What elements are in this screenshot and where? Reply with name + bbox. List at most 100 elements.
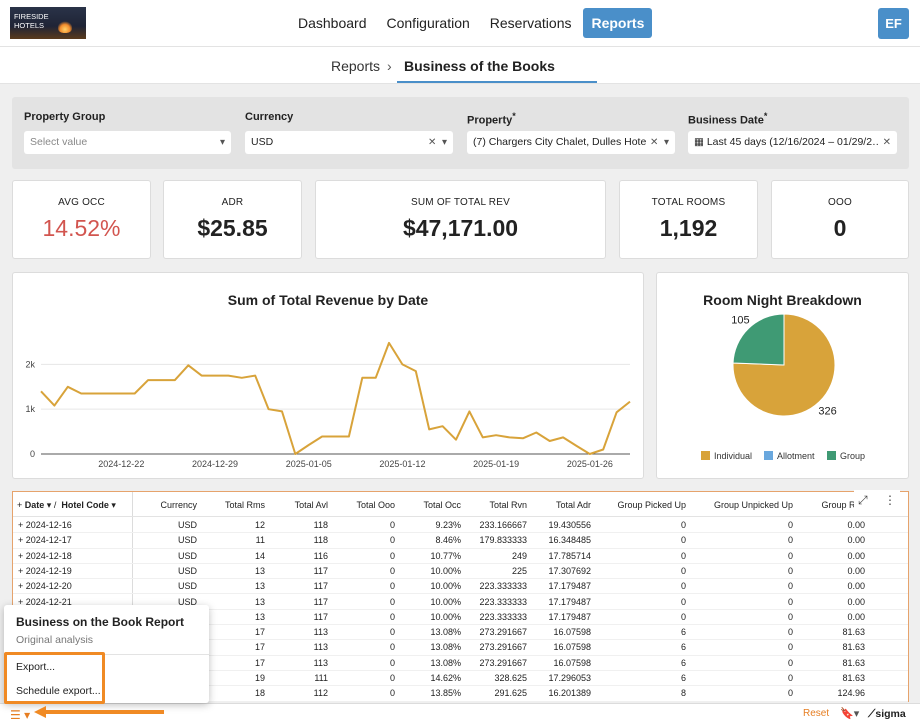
table-cell: 0.00 <box>847 596 865 607</box>
row-date-cell[interactable]: + 2024-12-18 <box>18 550 72 561</box>
column-header[interactable]: Currency <box>160 500 197 510</box>
row-date-cell[interactable]: + 2024-12-17 <box>18 535 72 546</box>
hamburger-menu-icon[interactable]: ☰ ▾ <box>10 708 31 722</box>
column-header[interactable]: Total Avl <box>294 500 328 510</box>
table-row[interactable]: 19 111 0 14.62% 328.625 17.296053 6 0 81.63 <box>13 671 908 687</box>
nav-tab-reservations[interactable]: Reservations <box>489 15 572 31</box>
table-cell: 0 <box>787 688 793 699</box>
table-cell: 16.07598 <box>553 627 591 638</box>
table-cell: USD <box>177 565 197 576</box>
table-cell: 19 <box>254 673 265 683</box>
table-row[interactable]: + 2024-12-17 USD 11 118 0 8.46% 179.833333 16.3… <box>13 533 908 549</box>
business-date-picker[interactable]: ▦ Last 45 days (12/16/2024 – 01/29/2… ✕ <box>688 131 897 154</box>
table-cell: 9.23% <box>435 520 461 530</box>
table-cell: 0.00 <box>847 520 865 530</box>
menu-item-schedule-export[interactable]: Schedule export... <box>16 685 101 697</box>
column-header[interactable]: Group Unpicked Up <box>713 500 793 510</box>
legend-label-allotment: Allotment <box>777 451 815 461</box>
table-cell: 0 <box>389 627 395 638</box>
annotation-highlight-box <box>4 652 105 704</box>
table-cell: 0 <box>680 596 686 607</box>
pivot-col-date[interactable]: Date <box>24 500 45 510</box>
legend-swatch <box>764 451 773 460</box>
required-mark: * <box>512 111 516 121</box>
sort-chevron-icon[interactable]: ▾ <box>108 500 116 510</box>
menu-item-export[interactable]: Export... <box>16 661 56 673</box>
kpi-ooo: OOO 0 <box>771 180 909 259</box>
column-header[interactable]: Total Occ <box>423 500 461 510</box>
user-avatar[interactable]: EF <box>878 8 909 39</box>
table-cell: 8 <box>680 688 686 699</box>
kpi-sum-total-rev: SUM OF TOTAL REV $47,171.00 <box>315 180 606 259</box>
nav-tab-configuration[interactable]: Configuration <box>386 15 470 31</box>
property-select[interactable]: (7) Chargers City Chalet, Dulles Hote… ✕… <box>467 131 675 154</box>
column-header[interactable]: Total Rvn <box>489 500 527 510</box>
table-cell: 113 <box>313 642 328 653</box>
chevron-down-icon[interactable]: ▾ <box>219 137 225 148</box>
row-date-cell[interactable]: + 2024-12-21 <box>18 596 72 607</box>
table-row[interactable]: 17 113 0 13.08% 273.291667 16.07598 6 0 81.63 <box>13 640 908 656</box>
table-cell: 10.00% <box>430 611 461 622</box>
sigma-logo: ⟋sigma <box>868 708 906 721</box>
menu-divider <box>4 654 209 655</box>
clear-icon[interactable]: ✕ <box>879 131 891 154</box>
table-cell: 10.00% <box>430 581 461 592</box>
nav-tab-dashboard[interactable]: Dashboard <box>298 15 367 31</box>
column-header[interactable]: Group Rvn <box>821 500 865 510</box>
calendar-icon: ▦ <box>694 136 707 148</box>
table-cell: 13 <box>254 596 265 607</box>
row-date-cell[interactable]: + 2024-12-19 <box>18 565 72 576</box>
revenue-line-chart[interactable]: 0 1k 2k 2024-12-22 2024-12-29 2025-01-05 2025-… <box>13 273 643 478</box>
chart-title: Room Night Breakdown <box>703 292 862 308</box>
table-corner-tools: ⤢ ⋮ <box>854 490 900 512</box>
table-cell: 113 <box>313 627 328 638</box>
table-cell: 249 <box>511 550 527 561</box>
row-date-cell[interactable]: + 2024-12-16 <box>18 520 72 530</box>
legend-label-individual: Individual <box>714 451 752 461</box>
table-cell: 0 <box>389 520 395 530</box>
table-cell: 117 <box>313 581 328 592</box>
table-cell: 6 <box>680 657 686 668</box>
more-menu-icon[interactable]: ⋮ <box>884 493 896 507</box>
column-header[interactable]: Total Adr <box>555 500 591 510</box>
property-group-select[interactable]: Select value ▾ <box>24 131 231 154</box>
legend-label-group: Group <box>840 451 865 461</box>
nav-tab-reports[interactable]: Reports <box>583 8 653 38</box>
bookmark-icon[interactable]: 🔖▾ <box>840 708 860 720</box>
fireside-hotels-logo[interactable]: FIRESIDE HOTELS <box>10 7 86 39</box>
row-date-cell[interactable]: + 2024-12-20 <box>18 581 72 592</box>
table-row[interactable]: 17 113 0 13.08% 273.291667 16.07598 6 0 81.63 <box>13 656 908 671</box>
table-cell: 81.63 <box>842 642 865 653</box>
room-night-pie-chart[interactable]: 326 105 Individual Allotment Group <box>657 273 908 478</box>
table-row[interactable]: + 2024-12-21 USD 13 117 0 10.00% 223.333333 17.… <box>13 595 908 610</box>
table-cell: 17.179487 <box>548 611 591 622</box>
table-row[interactable]: + 2024-12-19 USD 13 117 0 10.00% 225 17.307692 0… <box>13 564 908 580</box>
table-row[interactable]: 17 113 0 13.08% 273.291667 16.07598 6 0 81.63 <box>13 625 908 641</box>
clear-chevron-icons[interactable]: ✕ ▾ <box>428 137 447 148</box>
table-row[interactable]: + 2024-12-16 USD 12 118 0 9.23% 233.166667 19.4… <box>13 518 908 534</box>
pivot-col-hotel-code[interactable]: Hotel Code <box>61 500 109 510</box>
top-bar: FIRESIDE HOTELS Dashboard Configuration … <box>0 0 920 47</box>
expand-icon[interactable]: + <box>17 500 23 510</box>
table-cell: USD <box>177 596 197 607</box>
breadcrumb-reports[interactable]: Reports <box>331 58 381 74</box>
clear-chevron-icons[interactable]: ✕ ▾ <box>647 131 669 154</box>
sort-chevron-icon[interactable]: ▾ <box>44 500 54 510</box>
table-cell: 13.85% <box>430 688 461 699</box>
column-header[interactable]: Group Picked Up <box>617 500 686 510</box>
currency-select[interactable]: USD ✕ ▾ <box>245 131 453 154</box>
select-value: (7) Chargers City Chalet, Dulles Hote… <box>473 136 657 148</box>
expand-icon[interactable]: ⤢ <box>858 493 868 507</box>
table-row[interactable]: + 2024-12-18 USD 14 116 0 10.77% 249 17.785714 0… <box>13 549 908 564</box>
column-header[interactable]: Total Ooo <box>356 500 395 510</box>
table-row[interactable]: 18 112 0 13.85% 291.625 16.201389 8 0 124.96 <box>13 686 908 702</box>
table-cell: 17 <box>254 627 265 638</box>
table-cell: 11 <box>255 535 265 546</box>
reset-button[interactable]: Reset <box>803 708 830 719</box>
table-row[interactable]: + 2024-12-20 USD 13 117 0 10.00% 223.333333 17.… <box>13 579 908 595</box>
table-cell: 14.62% <box>430 673 461 683</box>
pivot-header[interactable]: + Date ▾ / Hotel Code ▾ <box>17 500 116 511</box>
table-cell: 0 <box>389 565 395 576</box>
column-header[interactable]: Total Rms <box>224 500 265 510</box>
campfire-icon <box>58 21 72 33</box>
